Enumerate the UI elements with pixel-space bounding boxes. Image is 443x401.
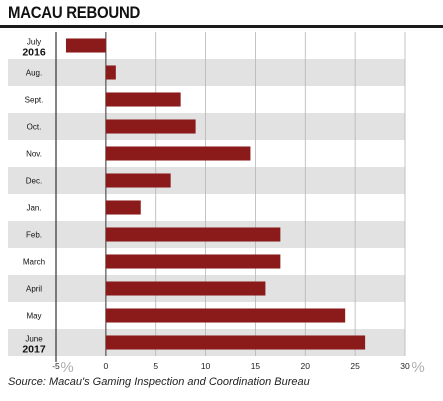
bar-dec bbox=[105, 173, 171, 188]
row-band bbox=[8, 167, 405, 194]
category-label: Jan. bbox=[26, 204, 41, 213]
chart-title: MACAU REBOUND bbox=[8, 3, 141, 22]
bar-sept bbox=[105, 92, 181, 107]
category-label: Feb. bbox=[26, 231, 42, 240]
category-label: Oct. bbox=[27, 123, 42, 132]
bar-nov bbox=[105, 146, 251, 161]
bar-may bbox=[105, 308, 346, 323]
category-label: Aug. bbox=[26, 69, 42, 78]
x-tick-label: 0 bbox=[103, 361, 108, 371]
x-tick-label: 30 bbox=[400, 361, 410, 371]
category-label: Nov. bbox=[26, 150, 42, 159]
category-label: May bbox=[26, 312, 41, 321]
category-label: July bbox=[27, 38, 41, 47]
year-label: 2017 bbox=[22, 344, 46, 356]
year-label: 2016 bbox=[22, 47, 46, 59]
bar-aug bbox=[105, 65, 116, 80]
category-label: Dec. bbox=[26, 177, 42, 186]
bar-jan bbox=[105, 200, 141, 215]
bar-april bbox=[105, 281, 266, 296]
x-tick-label: 5 bbox=[153, 361, 158, 371]
x-tick-label: 25 bbox=[350, 361, 360, 371]
x-unit-label: % bbox=[411, 359, 424, 372]
category-label: March bbox=[23, 258, 45, 267]
x-tick-label: 15 bbox=[251, 361, 261, 371]
bar-feb bbox=[105, 227, 281, 242]
category-label: Sept. bbox=[25, 96, 44, 105]
x-unit-label: % bbox=[60, 359, 73, 372]
row-band bbox=[8, 113, 405, 140]
row-band bbox=[8, 59, 405, 86]
source-note: Source: Macau's Gaming Inspection and Co… bbox=[8, 376, 310, 388]
bar-march bbox=[105, 254, 281, 269]
x-tick-label: 10 bbox=[201, 361, 211, 371]
bar-july bbox=[65, 38, 106, 53]
x-tick-label: 20 bbox=[301, 361, 311, 371]
category-label: June bbox=[25, 335, 43, 344]
x-tick-label: -5 bbox=[52, 361, 60, 371]
title-rule bbox=[0, 25, 443, 28]
bar-oct bbox=[105, 119, 196, 134]
bar-june bbox=[105, 335, 366, 350]
category-label: April bbox=[26, 285, 42, 294]
